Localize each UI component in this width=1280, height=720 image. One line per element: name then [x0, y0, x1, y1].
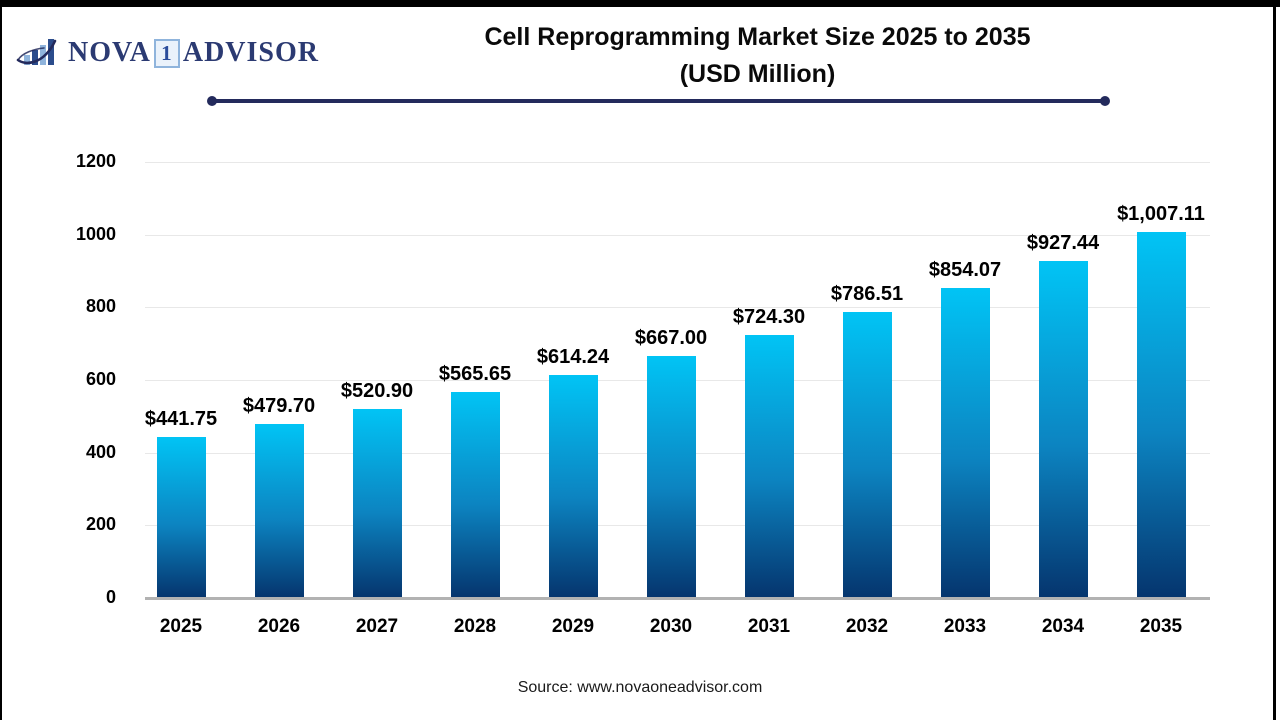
bar-2027 [352, 408, 402, 597]
chart-title-line2: (USD Million) [679, 60, 836, 88]
logo-word-advisor: ADVISOR [182, 37, 319, 68]
bar-2028 [450, 392, 500, 597]
nova-one-advisor-logo: NOVA 1 ADVISOR [14, 33, 319, 73]
bar-value-label-2026: $479.70 [242, 394, 316, 417]
bar-2034 [1038, 261, 1088, 597]
bar-value-label-2032: $786.51 [830, 283, 904, 306]
logo-word-nova: NOVA [68, 37, 151, 68]
underline-right-dot [1100, 96, 1110, 106]
bar-value-label-2030: $667.00 [634, 326, 708, 349]
y-axis-tick-label: 1200 [75, 151, 116, 171]
bar-2033 [940, 287, 990, 597]
gridline-1000 [145, 234, 1210, 236]
y-axis-tick-label: 1000 [75, 223, 116, 244]
bar-value-label-2027: $520.90 [340, 379, 414, 402]
gridline-800 [145, 307, 1210, 309]
x-axis-label-2030: 2030 [649, 616, 693, 637]
bar-2032 [842, 312, 892, 597]
x-axis-label-2034: 2034 [1041, 616, 1085, 637]
bar-value-label-2033: $854.07 [928, 258, 1002, 281]
bar-value-label-2035: $1,007.11 [1117, 203, 1205, 226]
x-axis-label-2033: 2033 [943, 616, 987, 637]
right-black-border [1273, 0, 1276, 720]
y-axis-tick-label: 800 [85, 296, 116, 317]
bar-value-label-2031: $724.30 [732, 305, 806, 328]
underline-left-dot [207, 96, 217, 106]
bar-2026 [254, 423, 304, 597]
y-axis-tick-label: 200 [85, 514, 116, 535]
x-axis-label-2031: 2031 [747, 616, 791, 637]
left-black-border [0, 0, 2, 720]
x-axis-line [145, 597, 1210, 600]
x-axis-label-2027: 2027 [355, 616, 399, 637]
bar-2029 [548, 374, 598, 597]
x-axis-label-2029: 2029 [551, 616, 595, 637]
bar-2025 [156, 437, 206, 597]
bar-value-label-2029: $614.24 [536, 345, 610, 368]
bar-2035 [1136, 232, 1186, 597]
chart-title-line1: Cell Reprogramming Market Size 2025 to 2… [484, 23, 1031, 51]
x-axis-label-2025: 2025 [159, 616, 203, 637]
bar-chart-with-swoosh-icon [14, 33, 62, 73]
source-attribution: Source: www.novaoneadvisor.com [517, 679, 763, 696]
y-axis-tick-label: 600 [85, 369, 116, 389]
x-axis-label-2028: 2028 [453, 616, 497, 637]
bar-2031 [744, 334, 794, 597]
top-black-border [0, 0, 1280, 7]
x-axis-label-2032: 2032 [845, 616, 889, 637]
bar-2030 [646, 355, 696, 597]
bar-value-label-2028: $565.65 [438, 363, 512, 386]
x-axis-label-2035: 2035 [1139, 616, 1183, 637]
y-axis-tick-label: 0 [105, 587, 116, 607]
logo-number-one-badge: 1 [153, 38, 180, 68]
bar-value-label-2025: $441.75 [144, 408, 218, 431]
gridline-1200 [145, 162, 1210, 163]
bar-value-label-2034: $927.44 [1026, 232, 1100, 255]
title-underline [207, 96, 1110, 106]
chart-title: Cell Reprogramming Market Size 2025 to 2… [380, 19, 1135, 93]
x-axis-label-2026: 2026 [257, 616, 301, 637]
logo-wordmark: NOVA 1 ADVISOR [68, 37, 319, 69]
y-axis-tick-label: 400 [85, 441, 116, 462]
